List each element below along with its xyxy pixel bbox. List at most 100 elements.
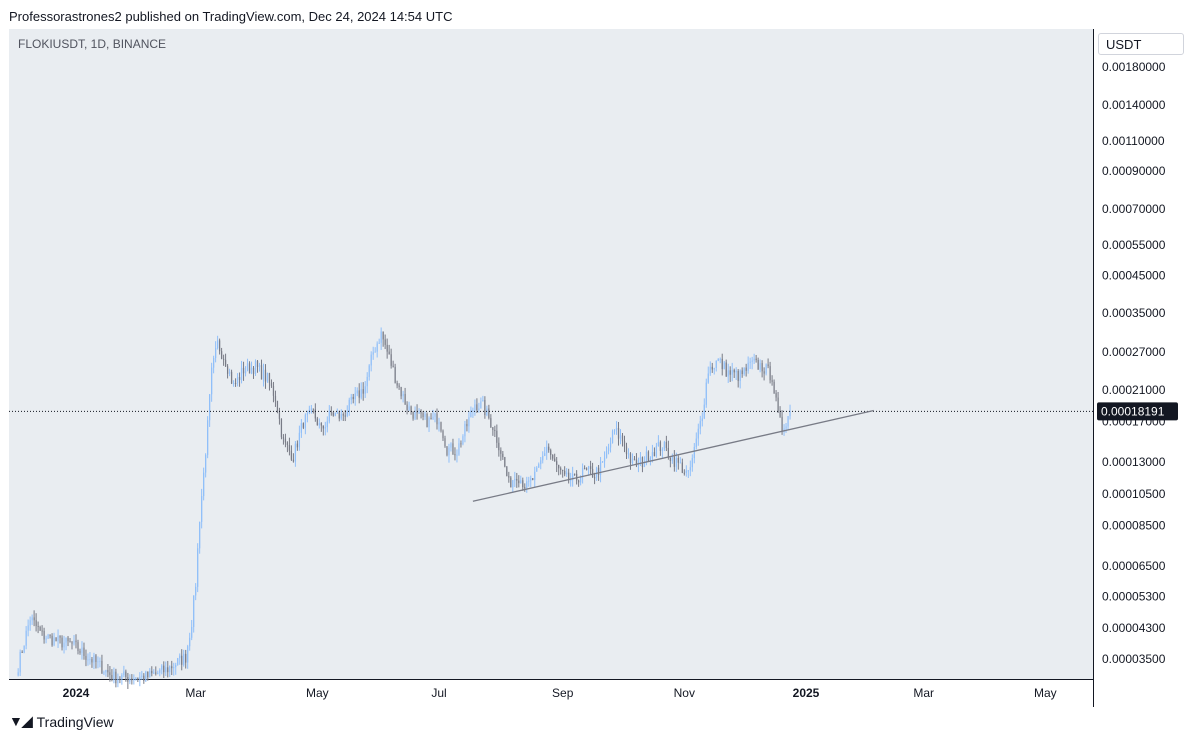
candle xyxy=(761,360,763,378)
candle-body xyxy=(153,672,155,674)
candle-body xyxy=(548,446,550,451)
candle xyxy=(216,335,219,350)
candle xyxy=(382,331,384,347)
candle xyxy=(205,453,207,478)
candle xyxy=(356,387,358,397)
candle-body xyxy=(250,367,253,374)
candle xyxy=(87,653,89,666)
candle-body xyxy=(246,363,249,371)
candle-body xyxy=(418,412,420,414)
candle xyxy=(220,347,223,360)
candle-body xyxy=(195,586,197,596)
candle-body xyxy=(189,637,191,647)
candle-body xyxy=(165,667,167,673)
candle-body xyxy=(476,404,478,410)
candle-body xyxy=(655,446,658,457)
candle-body xyxy=(27,625,29,631)
candle xyxy=(378,338,380,344)
candle-body xyxy=(37,626,39,627)
candle xyxy=(312,408,314,414)
candle-body xyxy=(91,659,93,663)
price-tick-label: 0.00090000 xyxy=(1102,164,1166,178)
candle xyxy=(330,406,332,416)
candle-body xyxy=(436,413,438,425)
candle xyxy=(609,437,612,453)
candle-body xyxy=(280,418,283,438)
candle-body xyxy=(193,595,195,627)
candle xyxy=(488,404,490,420)
candle-body xyxy=(181,655,183,665)
candle-body xyxy=(422,413,424,417)
candle-body xyxy=(43,630,45,640)
candle-body xyxy=(41,630,43,632)
candle-body xyxy=(498,442,500,451)
candle xyxy=(424,411,426,420)
candle xyxy=(508,471,510,483)
candle xyxy=(747,356,749,374)
tradingview-logo[interactable]: ▼◢ TradingView xyxy=(9,713,114,730)
candle xyxy=(394,363,396,384)
candle-body xyxy=(95,655,97,662)
candle xyxy=(211,362,213,402)
candle xyxy=(298,425,301,451)
candle xyxy=(97,656,99,669)
candle-body xyxy=(171,666,173,669)
candle xyxy=(522,477,524,491)
candle-body xyxy=(741,370,743,375)
candle-body xyxy=(266,373,269,382)
candle-body xyxy=(398,385,400,387)
candle xyxy=(117,673,119,688)
candle xyxy=(49,634,51,639)
candle-body xyxy=(272,385,275,396)
candle-body xyxy=(524,487,526,489)
candle xyxy=(396,380,398,389)
candle xyxy=(274,390,277,407)
candle xyxy=(689,460,691,477)
candle xyxy=(560,466,562,475)
candle-body xyxy=(320,423,322,426)
candle-body xyxy=(438,422,440,425)
candle-body xyxy=(278,412,281,419)
candle-body xyxy=(338,412,340,419)
candle-body xyxy=(31,617,33,621)
candle-body xyxy=(617,428,620,439)
candle-body xyxy=(324,427,326,429)
candle xyxy=(209,394,211,427)
candle xyxy=(376,341,378,358)
candle xyxy=(679,457,681,464)
candle xyxy=(743,367,745,376)
candle-body xyxy=(613,429,616,432)
candle xyxy=(462,434,464,446)
time-axis-labels: 2024 Mar May Jul Sep Nov 2025 Mar May xyxy=(63,686,1057,700)
candle-body xyxy=(528,480,530,482)
candle-body xyxy=(462,436,464,445)
candle-body xyxy=(454,454,456,456)
candle xyxy=(392,360,394,368)
candle-body xyxy=(71,642,73,644)
candle xyxy=(147,671,149,681)
currency-selector[interactable]: USDT xyxy=(1098,33,1184,55)
candle-body xyxy=(627,453,630,455)
candle xyxy=(416,404,418,420)
candle-body xyxy=(649,457,652,462)
candle-body xyxy=(97,661,99,663)
candle-body xyxy=(226,366,229,374)
candle xyxy=(498,437,500,457)
candle-body xyxy=(47,634,49,639)
candle-body xyxy=(360,389,362,398)
candle xyxy=(81,641,83,660)
candle-body xyxy=(721,358,723,370)
candle xyxy=(472,407,474,418)
candle xyxy=(528,476,530,487)
candle-body xyxy=(57,635,59,642)
candle xyxy=(133,674,135,685)
candle xyxy=(296,440,299,451)
plot-area[interactable] xyxy=(9,29,1093,679)
candle-body xyxy=(85,655,87,660)
candle-body xyxy=(121,675,123,680)
candle-body xyxy=(685,470,687,473)
candle xyxy=(410,405,412,415)
candle-body xyxy=(619,435,622,439)
candle xyxy=(139,672,141,687)
candle xyxy=(460,440,462,448)
